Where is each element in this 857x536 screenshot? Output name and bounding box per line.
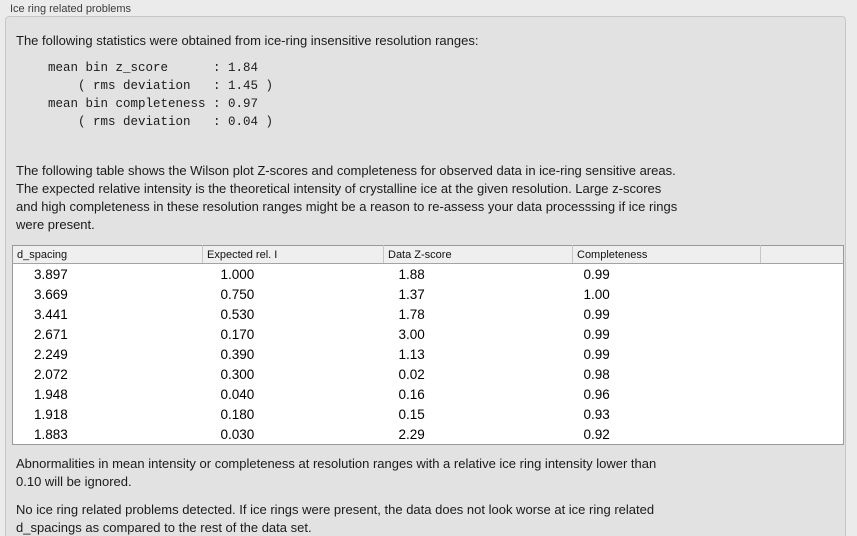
cell-empty xyxy=(761,364,844,384)
table-row[interactable]: 3.441 0.530 1.78 0.99 xyxy=(13,304,844,324)
cell-empty xyxy=(761,324,844,344)
cell-completeness: 0.93 xyxy=(583,406,610,422)
cell-data-z-score: 2.29 xyxy=(398,426,425,442)
table-row[interactable]: 2.671 0.170 3.00 0.99 xyxy=(13,324,844,344)
cell-expected-rel-i: 0.040 xyxy=(220,386,255,402)
cell-expected-rel-i: 0.180 xyxy=(220,406,255,422)
table-row[interactable]: 3.897 1.000 1.88 0.99 xyxy=(13,264,844,285)
table-row[interactable]: 1.948 0.040 0.16 0.96 xyxy=(13,384,844,404)
intro-text: The following statistics were obtained f… xyxy=(16,33,479,48)
table-row[interactable]: 3.669 0.750 1.37 1.00 xyxy=(13,284,844,304)
cell-data-z-score: 1.88 xyxy=(398,266,425,282)
cell-data-z-score: 0.02 xyxy=(398,366,425,382)
cell-empty xyxy=(761,404,844,424)
cell-expected-rel-i: 1.000 xyxy=(220,266,255,282)
cell-expected-rel-i: 0.030 xyxy=(220,426,255,442)
statistics-block: mean bin z_score : 1.84 ( rms deviation … xyxy=(48,61,274,129)
table-header-row: d_spacing Expected rel. I Data Z-score C… xyxy=(12,245,844,264)
cell-empty xyxy=(761,344,844,364)
table-row[interactable]: 2.249 0.390 1.13 0.99 xyxy=(13,344,844,364)
cell-d-spacing: 1.948 xyxy=(34,386,68,402)
cell-expected-rel-i: 0.170 xyxy=(220,326,255,342)
cell-d-spacing: 2.249 xyxy=(34,346,68,362)
cell-data-z-score: 3.00 xyxy=(398,326,425,342)
cell-data-z-score: 1.13 xyxy=(398,346,425,362)
table-row[interactable]: 1.918 0.180 0.15 0.93 xyxy=(13,404,844,424)
cell-data-z-score: 0.15 xyxy=(398,406,425,422)
cell-d-spacing: 3.897 xyxy=(34,266,68,282)
cell-d-spacing: 1.918 xyxy=(34,406,68,422)
cell-empty xyxy=(761,284,844,304)
cell-d-spacing: 2.671 xyxy=(34,326,68,342)
table-description: The following table shows the Wilson plo… xyxy=(16,163,678,232)
cell-completeness: 0.99 xyxy=(583,326,610,342)
cell-completeness: 0.92 xyxy=(583,426,610,442)
cell-completeness: 0.99 xyxy=(583,306,610,322)
panel-title: Ice ring related problems xyxy=(10,3,132,15)
cell-data-z-score: 0.16 xyxy=(398,386,425,402)
conclusion-text: No ice ring related problems detected. I… xyxy=(16,502,655,535)
cell-d-spacing: 3.441 xyxy=(34,306,68,322)
table-row[interactable]: 2.072 0.300 0.02 0.98 xyxy=(13,364,844,384)
panel-body: The following statistics were obtained f… xyxy=(5,16,846,536)
cell-completeness: 0.96 xyxy=(583,386,610,402)
cell-empty xyxy=(761,264,844,285)
cell-completeness: 0.99 xyxy=(583,346,610,362)
column-header-expected-rel-i[interactable]: Expected rel. I xyxy=(202,245,384,264)
cell-expected-rel-i: 0.530 xyxy=(220,306,255,322)
cell-d-spacing: 3.669 xyxy=(34,286,68,302)
column-header-data-z-score[interactable]: Data Z-score xyxy=(383,245,573,264)
cell-empty xyxy=(761,424,844,445)
cell-empty xyxy=(761,304,844,324)
table-row[interactable]: 1.883 0.030 2.29 0.92 xyxy=(13,424,844,445)
cell-d-spacing: 2.072 xyxy=(34,366,68,382)
cell-completeness: 1.00 xyxy=(583,286,610,302)
footer-note: Abnormalities in mean intensity or compl… xyxy=(16,456,657,489)
cell-d-spacing: 1.883 xyxy=(34,426,68,442)
column-header-completeness[interactable]: Completeness xyxy=(572,245,761,264)
column-header-empty[interactable] xyxy=(760,245,844,264)
cell-completeness: 0.99 xyxy=(583,266,610,282)
cell-data-z-score: 1.37 xyxy=(398,286,425,302)
cell-data-z-score: 1.78 xyxy=(398,306,425,322)
cell-expected-rel-i: 0.390 xyxy=(220,346,255,362)
cell-empty xyxy=(761,384,844,404)
cell-expected-rel-i: 0.750 xyxy=(220,286,255,302)
cell-expected-rel-i: 0.300 xyxy=(220,366,255,382)
ice-ring-table: d_spacing Expected rel. I Data Z-score C… xyxy=(12,245,844,445)
cell-completeness: 0.98 xyxy=(583,366,610,382)
column-header-d-spacing[interactable]: d_spacing xyxy=(12,245,203,264)
